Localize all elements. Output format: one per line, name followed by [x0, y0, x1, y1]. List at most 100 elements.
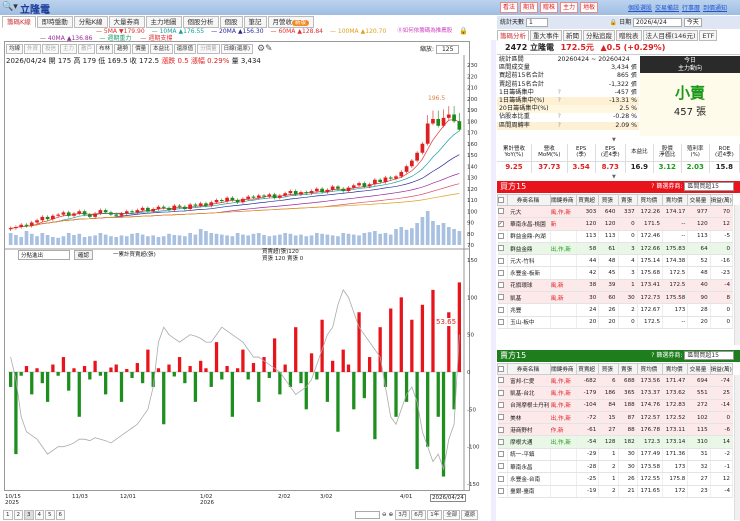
checkbox[interactable]	[497, 451, 504, 458]
row-checkbox-cell[interactable]	[497, 254, 509, 268]
tab-0[interactable]: 籌碼K線	[2, 16, 36, 28]
broker-name[interactable]: 群益金鼎-內湖	[507, 230, 551, 243]
table-row[interactable]: 永豐金-板新 42 45 3 175.68 172.5 48 -23	[497, 266, 734, 280]
checkbox[interactable]	[497, 306, 504, 313]
checkbox[interactable]	[497, 463, 504, 470]
today-button[interactable]: 今天	[683, 18, 702, 27]
days-select[interactable]: 1	[525, 18, 548, 27]
chart-toolbar-button[interactable]: 趨勢	[114, 44, 132, 54]
subtab[interactable]: ETF	[699, 30, 718, 41]
row-checkbox-cell[interactable]	[497, 291, 509, 305]
row-checkbox-cell[interactable]	[497, 423, 509, 437]
top-link[interactable]: 交易備註	[655, 5, 680, 12]
page-button[interactable]: 2	[13, 510, 23, 520]
column-header[interactable]: 賣均價	[662, 363, 689, 375]
filter-select[interactable]: 區間買超15	[684, 182, 734, 191]
expand-icon[interactable]: ▼	[612, 137, 616, 143]
range-button[interactable]: 6月	[411, 510, 427, 520]
column-header[interactable]: 買張	[598, 194, 619, 206]
chart-toolbar-button[interactable]: 散戶	[78, 44, 96, 54]
column-header[interactable]: 買均價	[636, 194, 664, 206]
chart-toolbar-button[interactable]: 分價量	[197, 44, 220, 54]
checkbox[interactable]	[497, 208, 504, 215]
checkbox[interactable]	[497, 257, 504, 264]
broker-name[interactable]: 永豐金-板新	[507, 266, 551, 280]
subtab[interactable]: 新聞	[563, 30, 582, 41]
tab-5[interactable]: 個股分析	[182, 16, 219, 28]
stat-help[interactable]: ?	[557, 88, 561, 96]
row-checkbox-cell[interactable]	[497, 242, 509, 256]
confirm-button[interactable]: 確認	[74, 250, 94, 260]
page-button[interactable]: 3	[24, 510, 34, 520]
table-row[interactable]: 元大-竹科 44 48 4 175.14 174.38 52 -16	[497, 254, 734, 268]
splitter[interactable]	[491, 40, 496, 521]
select-all[interactable]	[496, 194, 509, 206]
table-row[interactable]: 群益金鼎 出,作,新 58 61 3 172.66 175.83 64 0	[497, 242, 734, 256]
column-header[interactable]: 關鍵券商	[549, 194, 577, 206]
table-row[interactable]: 華南永昌 -28 2 30 173.58 173 32 -1	[497, 460, 734, 474]
broker-name[interactable]: 美林	[507, 411, 551, 425]
checkbox[interactable]	[497, 426, 504, 433]
stock-chart[interactable]: 70 80 90 100 110 120 130 140 150 160 170 180 190 200 2…	[0, 40, 492, 510]
chart-toolbar-button[interactable]: 布林	[96, 44, 114, 54]
checkbox[interactable]	[497, 401, 504, 408]
broker-name[interactable]: 摩根大通	[507, 435, 551, 449]
top-button[interactable]: 主力	[560, 2, 579, 13]
broker-name[interactable]: 台灣摩根士丹利	[507, 399, 551, 412]
top-link[interactable]: 到價通知	[703, 5, 728, 12]
table-row[interactable]: 群益金鼎-內湖 113 113 0 172.46 -- 113 -5	[497, 230, 734, 243]
page-button[interactable]: 1	[3, 510, 13, 520]
table-row[interactable]: ✓ 華南永昌-桃園新 120 120 0 171.5 -- 120 12	[497, 217, 734, 231]
row-checkbox-cell[interactable]	[497, 266, 509, 280]
table-row[interactable]: 玉山-板中 20 20 0 172.5 -- 20 0	[497, 316, 734, 329]
checkbox[interactable]	[497, 232, 504, 239]
row-checkbox-cell[interactable]	[497, 279, 509, 293]
range-button[interactable]: 還原	[461, 510, 479, 520]
range-button[interactable]: 1年	[427, 510, 443, 520]
broker-name[interactable]: 玉山-板中	[507, 316, 551, 329]
row-checkbox-cell[interactable]	[497, 485, 509, 498]
chart-toolbar-button[interactable]: 外資	[24, 44, 42, 54]
column-header[interactable]: 交易量	[687, 194, 711, 206]
column-header[interactable]: 賣張	[617, 363, 638, 375]
column-header[interactable]: 買賣超	[575, 194, 600, 206]
subtab[interactable]: 分點追蹤	[583, 30, 615, 41]
top-button[interactable]: 看法	[500, 2, 519, 13]
table-row[interactable]: 臺銀-臺南 -19 2 21 171.65 172 23 -4	[497, 485, 734, 498]
broker-name[interactable]: 富邦-仁愛	[507, 374, 551, 388]
column-header[interactable]: 賣均價	[662, 194, 689, 206]
top-button[interactable]: 期貨	[520, 2, 539, 13]
top-button[interactable]: 贈株	[540, 2, 559, 13]
expand-icon[interactable]: ▼	[612, 174, 616, 180]
row-checkbox-cell[interactable]	[497, 303, 509, 317]
checkbox[interactable]	[497, 438, 504, 445]
checkbox[interactable]	[497, 414, 504, 421]
table-row[interactable]: 凱基 風,新 30 60 30 172.73 175.58 90 8	[497, 291, 734, 305]
table-row[interactable]: 兆豐 24 26 2 172.67 173 28 0	[497, 303, 734, 317]
page-button[interactable]: 4	[34, 510, 44, 520]
sell-scrollbar[interactable]	[734, 375, 740, 520]
checkbox[interactable]: ✓	[497, 220, 504, 227]
table-row[interactable]: 統一-平鎮 -29 1 30 177.49 171.36 31 -2	[497, 448, 734, 462]
table-row[interactable]: 永豐金-台南 -25 1 26 172.55 175.8 27 12	[497, 472, 734, 486]
subtab[interactable]: 籌碼分析	[497, 30, 529, 41]
page-button[interactable]: 6	[55, 510, 65, 520]
chart-toolbar-button[interactable]: 價量	[132, 44, 150, 54]
column-header[interactable]: 買賣超	[575, 363, 600, 375]
broker-name[interactable]: 兆豐	[507, 303, 551, 317]
chart-toolbar-button[interactable]: 投信	[42, 44, 60, 54]
broker-name[interactable]: 元大	[507, 205, 551, 219]
chart-toolbar-button[interactable]: 日線(還原)	[220, 44, 253, 54]
broker-name[interactable]: 凱基-台北	[507, 386, 551, 400]
checkbox[interactable]	[497, 475, 504, 482]
broker-name[interactable]: 群益金鼎	[507, 242, 551, 256]
row-checkbox-cell[interactable]	[497, 374, 509, 388]
help-icon[interactable]: ?	[651, 352, 657, 359]
column-header[interactable]: 券商名稱	[507, 363, 551, 375]
row-checkbox-cell[interactable]	[497, 411, 509, 425]
subtab[interactable]: 法人目標(146元)	[642, 30, 699, 41]
broker-name[interactable]: 港商野村	[507, 423, 551, 437]
row-checkbox-cell[interactable]	[497, 472, 509, 486]
help-icon[interactable]: ?	[651, 183, 657, 190]
zoom-in-icon[interactable]: ⊕	[388, 512, 394, 518]
